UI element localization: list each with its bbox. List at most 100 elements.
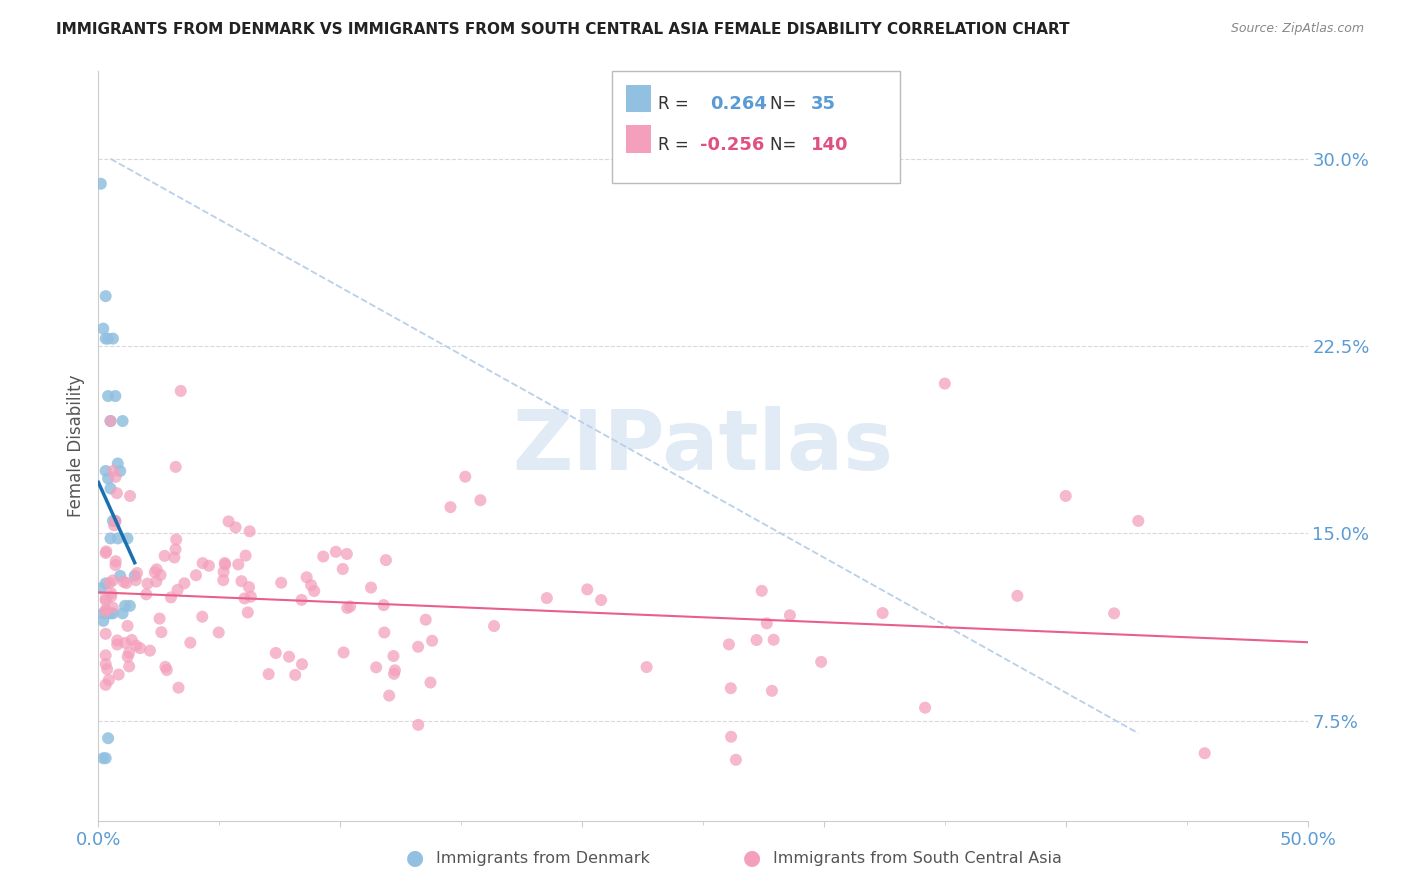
Point xyxy=(591,593,613,607)
Point xyxy=(1194,746,1216,760)
Point xyxy=(191,609,214,624)
Point xyxy=(148,611,170,625)
Point xyxy=(198,558,221,573)
Point xyxy=(291,593,314,607)
Point xyxy=(104,470,127,484)
Point xyxy=(872,606,894,620)
Point xyxy=(173,576,195,591)
Text: N=: N= xyxy=(770,136,801,153)
Point xyxy=(375,553,398,567)
Text: ●: ● xyxy=(406,848,423,868)
Point xyxy=(420,633,443,648)
Point xyxy=(212,573,235,587)
Point xyxy=(115,576,138,591)
Point xyxy=(299,578,322,592)
Point xyxy=(336,601,359,615)
Point xyxy=(163,550,186,565)
Point xyxy=(104,389,127,403)
Point xyxy=(114,599,136,613)
Point xyxy=(779,608,801,623)
Point xyxy=(118,646,141,660)
Point xyxy=(125,566,148,580)
Point xyxy=(97,607,120,621)
Point xyxy=(165,542,187,557)
Point xyxy=(373,625,395,640)
Point xyxy=(107,667,129,681)
Point xyxy=(108,464,131,478)
Point xyxy=(100,589,122,603)
Point xyxy=(91,607,114,621)
Text: IMMIGRANTS FROM DENMARK VS IMMIGRANTS FROM SOUTH CENTRAL ASIA FEMALE DISABILITY : IMMIGRANTS FROM DENMARK VS IMMIGRANTS FR… xyxy=(56,22,1070,37)
Point xyxy=(100,532,122,546)
Point xyxy=(104,554,127,568)
Point xyxy=(231,574,253,589)
Point xyxy=(1128,514,1150,528)
Point xyxy=(384,663,406,677)
Point xyxy=(100,482,122,496)
Point xyxy=(165,459,187,474)
Point xyxy=(100,414,122,428)
Text: 0.264: 0.264 xyxy=(710,95,766,113)
Point xyxy=(1102,607,1125,621)
Point xyxy=(94,648,117,663)
Point xyxy=(104,514,127,528)
Point xyxy=(101,464,124,478)
Point xyxy=(745,632,768,647)
Point xyxy=(214,556,236,570)
Point xyxy=(238,580,260,594)
Point xyxy=(118,659,141,673)
Point xyxy=(94,593,117,607)
Point xyxy=(94,604,117,618)
Point xyxy=(332,645,354,659)
Point xyxy=(179,636,201,650)
Text: Immigrants from South Central Asia: Immigrants from South Central Asia xyxy=(773,851,1062,865)
Point xyxy=(1007,589,1029,603)
Point xyxy=(156,663,179,677)
Point xyxy=(212,565,235,579)
Point xyxy=(225,520,247,534)
Point xyxy=(336,547,359,561)
Point xyxy=(576,582,599,597)
Point xyxy=(94,576,117,591)
Point xyxy=(720,730,742,744)
Point xyxy=(378,689,401,703)
Point xyxy=(153,549,176,563)
Point xyxy=(166,582,188,597)
Point xyxy=(239,524,262,539)
Point xyxy=(129,641,152,656)
Point xyxy=(291,657,314,672)
Point xyxy=(332,562,354,576)
Point xyxy=(761,683,783,698)
Point xyxy=(149,568,172,582)
Point xyxy=(105,486,128,500)
Point xyxy=(170,384,193,398)
Point xyxy=(97,389,120,403)
Point xyxy=(97,673,120,687)
Point xyxy=(91,751,114,765)
Point xyxy=(755,616,778,631)
Point xyxy=(94,657,117,671)
Point xyxy=(98,576,121,591)
Point xyxy=(914,700,936,714)
Point xyxy=(121,633,143,648)
Point xyxy=(139,643,162,657)
Point xyxy=(155,660,177,674)
Text: Immigrants from Denmark: Immigrants from Denmark xyxy=(436,851,650,865)
Point xyxy=(91,321,114,335)
Point xyxy=(107,457,129,471)
Point xyxy=(104,514,127,528)
Point xyxy=(94,678,117,692)
Point xyxy=(101,600,124,615)
Point xyxy=(165,533,187,547)
Point xyxy=(184,568,207,582)
Point xyxy=(406,640,429,654)
Point xyxy=(226,558,249,572)
Point xyxy=(218,515,240,529)
Point xyxy=(97,332,120,346)
Text: R =: R = xyxy=(658,95,695,113)
Point xyxy=(101,514,124,528)
Point xyxy=(136,576,159,591)
Point xyxy=(97,731,120,746)
Point xyxy=(124,569,146,583)
Point xyxy=(94,603,117,617)
